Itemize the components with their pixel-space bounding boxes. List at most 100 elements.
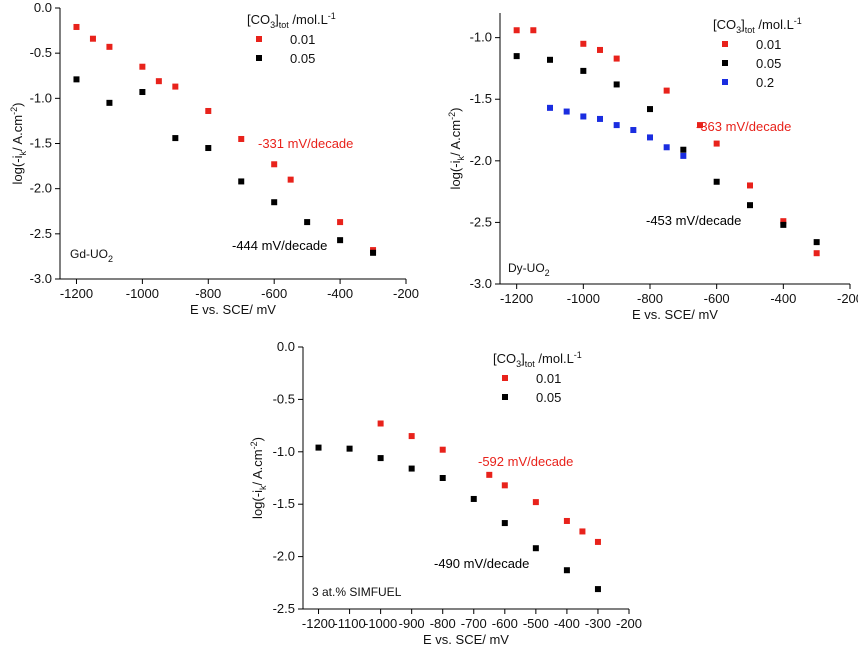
y-tick-label: -2.5: [273, 601, 295, 616]
data-point-series-0: [486, 471, 493, 478]
y-tick-label: -2.0: [470, 153, 492, 168]
data-point-series-0: [106, 43, 113, 50]
data-point-series-1: [408, 465, 415, 472]
y-tick-label: -2.5: [30, 226, 52, 241]
x-tick-label: -800: [430, 616, 456, 631]
x-axis-label: E vs. SCE/ mV: [632, 307, 718, 322]
data-point-series-0: [238, 135, 245, 142]
data-point-series-1: [680, 146, 687, 153]
y-tick-label: -1.0: [273, 444, 295, 459]
data-point-series-0: [580, 40, 587, 47]
x-tick-label: -300: [585, 616, 611, 631]
y-tick-label: -0.5: [30, 45, 52, 60]
legend-label-1: 0.05: [756, 56, 781, 71]
x-tick-label: -500: [523, 616, 549, 631]
data-point-series-0: [139, 63, 146, 70]
data-point-series-1: [304, 219, 311, 226]
x-tick-label: -1000: [567, 291, 600, 306]
data-point-series-1: [501, 520, 508, 527]
data-point-series-0: [532, 499, 539, 506]
data-point-series-0: [780, 218, 787, 225]
x-tick-label: -1200: [500, 291, 533, 306]
y-tick-label: -0.5: [273, 391, 295, 406]
legend-label-0: 0.01: [536, 371, 561, 386]
data-point-series-1: [532, 545, 539, 552]
legend-marker-0: [256, 36, 262, 42]
data-point-series-1: [470, 495, 477, 502]
data-point-series-0: [663, 87, 670, 94]
data-point-series-0: [73, 23, 80, 30]
x-tick-label: -1000: [126, 286, 159, 301]
data-point-series-1: [346, 445, 353, 452]
legend-label-1: 0.05: [536, 390, 561, 405]
slope-annotation-1: -444 mV/decade: [232, 238, 327, 253]
data-point-series-2: [580, 113, 587, 120]
data-point-series-0: [271, 161, 278, 168]
data-point-series-0: [594, 538, 601, 545]
x-tick-label: -200: [616, 616, 642, 631]
data-point-series-1: [594, 586, 601, 593]
y-axis-label: log(-ik/ A.cm-2): [447, 108, 466, 190]
data-point-series-1: [238, 178, 245, 185]
data-point-series-0: [513, 27, 520, 34]
data-point-series-1: [315, 444, 322, 451]
data-point-series-2: [563, 108, 570, 115]
legend-label-0: 0.01: [756, 37, 781, 52]
x-tick-label: -400: [770, 291, 796, 306]
x-tick-label: -600: [261, 286, 287, 301]
y-tick-label: -2.0: [30, 181, 52, 196]
data-point-series-1: [580, 67, 587, 74]
x-tick-label: -600: [704, 291, 730, 306]
x-tick-label: -200: [393, 286, 419, 301]
data-point-series-0: [613, 55, 620, 62]
data-point-series-1: [377, 455, 384, 462]
data-point-series-1: [139, 89, 146, 96]
data-point-series-1: [647, 106, 653, 113]
y-tick-label: 0.0: [277, 339, 295, 354]
data-point-series-1: [747, 202, 753, 209]
x-axis-label: E vs. SCE/ mV: [423, 632, 509, 647]
data-point-series-1: [106, 99, 113, 106]
data-point-series-2: [613, 122, 620, 129]
data-point-series-0: [579, 528, 586, 535]
x-tick-label: -400: [327, 286, 353, 301]
data-point-series-0: [205, 107, 212, 114]
data-point-series-1: [547, 56, 553, 63]
data-point-series-1: [172, 135, 179, 142]
x-tick-label: -1200: [60, 286, 93, 301]
data-point-series-0: [747, 182, 753, 189]
x-tick-label: -800: [195, 286, 221, 301]
y-tick-label: 0.0: [34, 0, 52, 15]
data-point-series-0: [713, 140, 720, 147]
y-tick-label: -3.0: [30, 271, 52, 286]
data-point-series-0: [597, 46, 603, 53]
data-point-series-1: [563, 567, 570, 574]
y-tick-label: -3.0: [470, 276, 492, 291]
data-point-series-2: [630, 127, 637, 134]
y-axis-label: log(-ik/ A.cm-2): [9, 103, 28, 185]
panel-label: Dy-UO2: [508, 261, 550, 278]
data-point-series-2: [597, 115, 603, 122]
data-point-series-0: [501, 482, 508, 489]
data-point-series-0: [287, 176, 294, 183]
data-point-series-1: [271, 199, 278, 206]
legend-marker-0: [722, 41, 728, 47]
data-point-series-1: [439, 475, 446, 481]
data-point-series-2: [547, 104, 553, 111]
legend-marker-1: [722, 60, 728, 66]
data-point-series-0: [563, 517, 570, 524]
legend-label-1: 0.05: [290, 51, 315, 66]
data-point-series-1: [205, 145, 212, 152]
y-tick-label: -2.5: [470, 214, 492, 229]
data-point-series-0: [408, 433, 415, 440]
x-tick-label: -1000: [364, 616, 397, 631]
panel-1: -1200 -1000 -800 -600 -400 -200 -1.0 -1.5 -2.0 -2…: [447, 13, 858, 322]
panel-label: 3 at.% SIMFUEL: [312, 585, 402, 599]
legend-label-0: 0.01: [290, 32, 315, 47]
panel-2: -1200-1100-1000 -900 -800 -700 -600 -500 -400-…: [249, 339, 642, 647]
x-axis-label: E vs. SCE/ mV: [190, 302, 276, 317]
y-tick-label: -1.5: [273, 496, 295, 511]
data-point-series-0: [172, 83, 179, 90]
data-point-series-1: [513, 53, 520, 60]
x-tick-label: -400: [554, 616, 580, 631]
